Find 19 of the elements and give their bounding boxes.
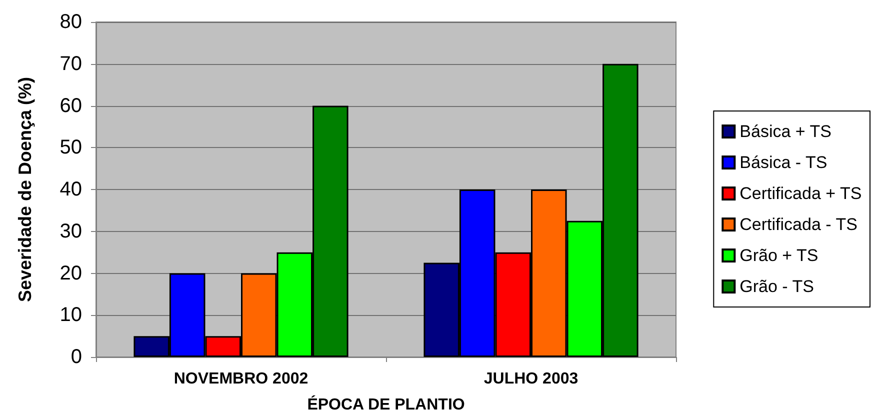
legend-label: Básica - TS [740,153,828,172]
y-tick-label: 20 [60,262,82,284]
y-tick-label: 10 [60,304,82,326]
legend-label: Grão + TS [740,246,818,265]
legend-label: Certificada + TS [740,184,862,203]
legend-label: Certificada - TS [740,215,858,234]
y-tick-label: 80 [60,11,82,33]
y-tick-label: 40 [60,178,82,200]
legend-label: Grão - TS [740,277,814,296]
legend-label: Básica + TS [740,122,832,141]
y-axis-title: Severidade de Doença (%) [15,76,35,302]
y-tick-label: 50 [60,136,82,159]
y-tick-label: 30 [60,220,82,242]
y-tick-label: 60 [60,94,82,117]
x-tick-label: NOVEMBRO 2002 [174,370,308,388]
x-tick-label: JULHO 2003 [484,370,578,388]
y-tick-label: 70 [60,52,82,75]
x-axis-title: ÉPOCA DE PLANTIO [307,394,465,414]
y-tick-label: 0 [70,346,82,368]
